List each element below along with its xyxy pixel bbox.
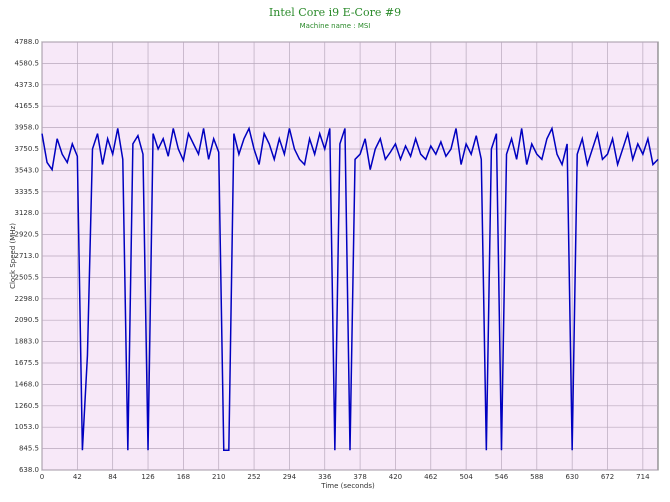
x-tick-label: 672: [601, 473, 614, 481]
y-tick-label: 845.5: [19, 445, 39, 453]
chart-title: Intel Core i9 E-Core #9: [269, 6, 401, 19]
x-tick-label: 126: [141, 473, 155, 481]
y-tick-label: 3543.0: [15, 166, 40, 174]
data-line: [41, 126, 659, 451]
x-tick-label: 0: [40, 473, 44, 481]
x-tick-label: 420: [389, 473, 402, 481]
x-axis-label: Time (seconds): [320, 482, 375, 490]
x-tick-label: 168: [177, 473, 190, 481]
y-tick-label: 4788.0: [15, 38, 40, 46]
y-tick-label: 2505.5: [15, 273, 40, 281]
y-tick-label: 3335.5: [15, 188, 40, 196]
x-tick-label: 462: [424, 473, 437, 481]
x-tick-label: 252: [247, 473, 260, 481]
y-tick-label: 1053.0: [15, 423, 40, 431]
y-tick-label: 1260.5: [15, 402, 40, 410]
x-tick-label: 210: [212, 473, 225, 481]
y-tick-label: 3750.5: [15, 145, 40, 153]
y-tick-label: 4580.5: [15, 59, 40, 67]
x-tick-label: 588: [530, 473, 543, 481]
x-tick-label: 84: [108, 473, 117, 481]
y-tick-label: 3958.0: [15, 124, 40, 132]
y-tick-label: 3128.0: [15, 209, 40, 217]
chart-subtitle: Machine name : MSI: [300, 22, 371, 30]
x-tick-label: 336: [318, 473, 332, 481]
y-tick-label: 2713.0: [15, 252, 40, 260]
y-tick-label: 1468.0: [15, 380, 40, 388]
x-tick-label: 378: [353, 473, 366, 481]
x-tick-label: 630: [565, 473, 578, 481]
y-tick-label: 4373.0: [15, 81, 40, 89]
y-tick-label: 1675.5: [15, 359, 40, 367]
y-tick-label: 1883.0: [15, 338, 40, 346]
y-axis-label: Clock Speed (MHz): [9, 223, 17, 289]
y-tick-label: 2298.0: [15, 295, 40, 303]
x-tick-label: 714: [636, 473, 650, 481]
x-tick-label: 504: [459, 473, 473, 481]
x-tick-label: 294: [283, 473, 297, 481]
y-tick-label: 638.0: [19, 466, 39, 474]
x-tick-label: 546: [495, 473, 509, 481]
y-tick-label: 2090.5: [15, 316, 40, 324]
y-tick-label: 2920.5: [15, 231, 40, 239]
y-tick-label: 4165.5: [15, 102, 40, 110]
x-tick-label: 42: [73, 473, 82, 481]
